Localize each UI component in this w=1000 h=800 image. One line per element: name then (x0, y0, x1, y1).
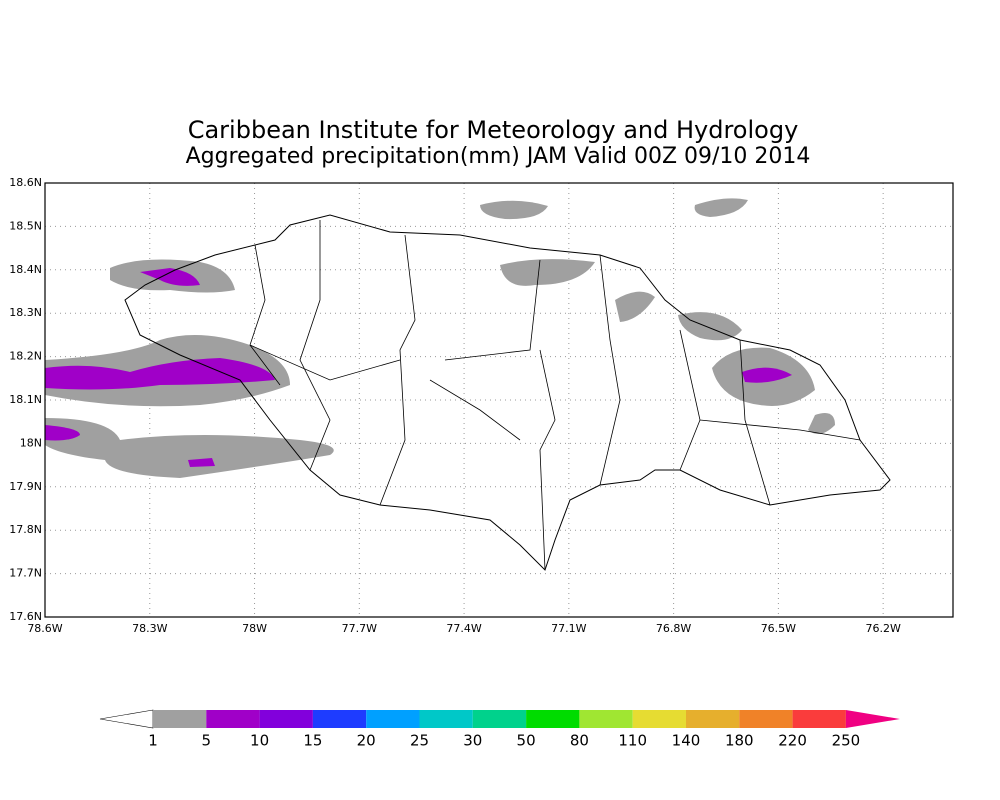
y-tick-label: 17.6N (9, 610, 42, 623)
colorbar-box (472, 710, 527, 728)
colorbar-label: 30 (463, 732, 482, 750)
y-tick-label: 18.2N (9, 350, 42, 363)
x-tick-label: 77.4W (446, 622, 481, 635)
y-tick-label: 17.7N (9, 567, 42, 580)
colorbar-label: 110 (618, 732, 647, 750)
x-tick-label: 78W (242, 622, 267, 635)
x-tick-label: 78.6W (27, 622, 62, 635)
colorbar-label: 220 (778, 732, 807, 750)
colorbar-box (632, 710, 686, 728)
colorbar-box (206, 710, 260, 728)
colorbar-box (579, 710, 633, 728)
x-tick-label: 77.1W (551, 622, 586, 635)
colorbar-box (526, 710, 580, 728)
y-tick-label: 17.9N (9, 480, 42, 493)
colorbar-label: 180 (725, 732, 754, 750)
colorbar-box (259, 710, 313, 728)
y-tick-label: 17.8N (9, 523, 42, 536)
colorbar-box (686, 710, 740, 728)
x-tick-label: 76.2W (865, 622, 900, 635)
title: Caribbean Institute for Meteorology and … (188, 116, 799, 144)
y-tick-label: 18N (20, 436, 42, 449)
colorbar-label: 50 (517, 732, 536, 750)
colorbar-label: 1 (148, 732, 158, 750)
colorbar-label: 80 (570, 732, 589, 750)
colorbar-label: 5 (202, 732, 212, 750)
y-tick-label: 18.3N (9, 306, 42, 319)
y-tick-label: 18.5N (9, 219, 42, 232)
colorbar-label: 25 (410, 732, 429, 750)
precip-areas (45, 198, 835, 478)
colorbar-label: 250 (832, 732, 861, 750)
colorbar-under (99, 709, 154, 729)
map-frame (44, 182, 954, 618)
y-tick-label: 18.4N (9, 263, 42, 276)
colorbar-box (312, 710, 367, 728)
colorbar-box (366, 710, 420, 728)
colorbar-label: 10 (250, 732, 269, 750)
x-tick-label: 78.3W (132, 622, 167, 635)
colorbar-box (153, 710, 207, 728)
coastline (124, 214, 891, 571)
y-tick-label: 18.6N (9, 176, 42, 189)
colorbar-over (845, 710, 900, 728)
colorbar-box (792, 710, 846, 728)
colorbar-label: 140 (672, 732, 701, 750)
colorbar-box (419, 710, 473, 728)
colorbar-label: 15 (303, 732, 322, 750)
x-tick-label: 76.5W (761, 622, 796, 635)
colorbar-label: 20 (357, 732, 376, 750)
x-tick-label: 77.7W (342, 622, 377, 635)
subtitle: Aggregated precipitation(mm) JAM Valid 0… (186, 144, 811, 169)
x-tick-label: 76.8W (656, 622, 691, 635)
y-tick-label: 18.1N (9, 393, 42, 406)
colorbar-box (739, 710, 793, 728)
